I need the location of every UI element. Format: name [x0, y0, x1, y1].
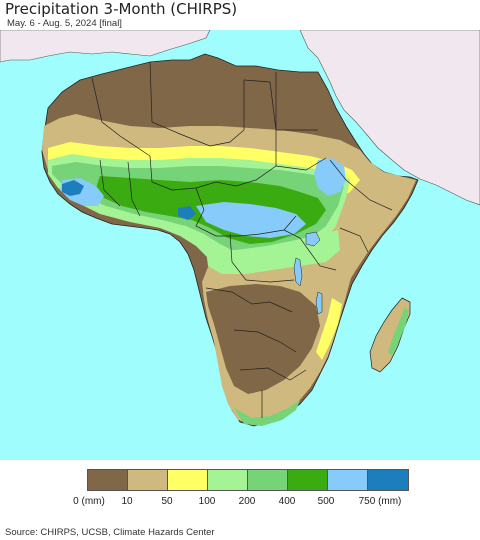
legend-swatch-0 — [88, 470, 128, 490]
precipitation-map — [0, 30, 480, 460]
legend-label-3: 100 — [198, 496, 216, 507]
legend-label-1: 10 — [121, 496, 133, 507]
madagascar — [369, 297, 411, 373]
legend-label-4: 200 — [238, 496, 256, 507]
legend-swatch-5 — [288, 470, 328, 490]
legend-swatch-2 — [168, 470, 208, 490]
source-credit: Source: CHIRPS, UCSB, Climate Hazards Ce… — [5, 527, 215, 538]
europe-landmass — [0, 30, 211, 63]
lake-tanganyika — [293, 257, 303, 287]
middle-east-landmass — [299, 30, 480, 206]
legend-label-0: 0 (mm) — [73, 496, 105, 507]
wet-lightblue-central — [196, 202, 306, 238]
country-borders — [91, 61, 393, 418]
madagascar-east-wet — [388, 308, 409, 356]
precipitation-legend — [87, 469, 409, 491]
legend-colorbar — [87, 469, 409, 491]
wet-darkblue-guinea — [62, 180, 84, 196]
legend-swatch-6 — [328, 470, 368, 490]
east-coast-yellow — [316, 298, 342, 360]
wet-darkblue-cameroon — [178, 206, 196, 220]
legend-label-7: 750 (mm) — [358, 496, 402, 507]
map-subtitle: May. 6 - Aug. 5, 2024 [final] — [7, 18, 122, 29]
map-svg — [0, 30, 480, 460]
legend-swatch-4 — [248, 470, 288, 490]
legend-swatch-3 — [208, 470, 248, 490]
legend-label-2: 50 — [161, 496, 173, 507]
map-title: Precipitation 3-Month (CHIRPS) — [5, 0, 238, 18]
legend-label-5: 400 — [278, 496, 296, 507]
legend-label-6: 500 — [317, 496, 335, 507]
legend-swatch-7 — [368, 470, 408, 490]
south-coast-green — [234, 400, 300, 426]
lake-malawi — [315, 291, 323, 315]
lake-victoria — [305, 231, 321, 247]
legend-labels: 0 (mm) 10 50 100 200 400 500 750 (mm) — [0, 496, 480, 510]
wet-lightblue-ethiopia — [314, 158, 346, 196]
legend-swatch-1 — [128, 470, 168, 490]
